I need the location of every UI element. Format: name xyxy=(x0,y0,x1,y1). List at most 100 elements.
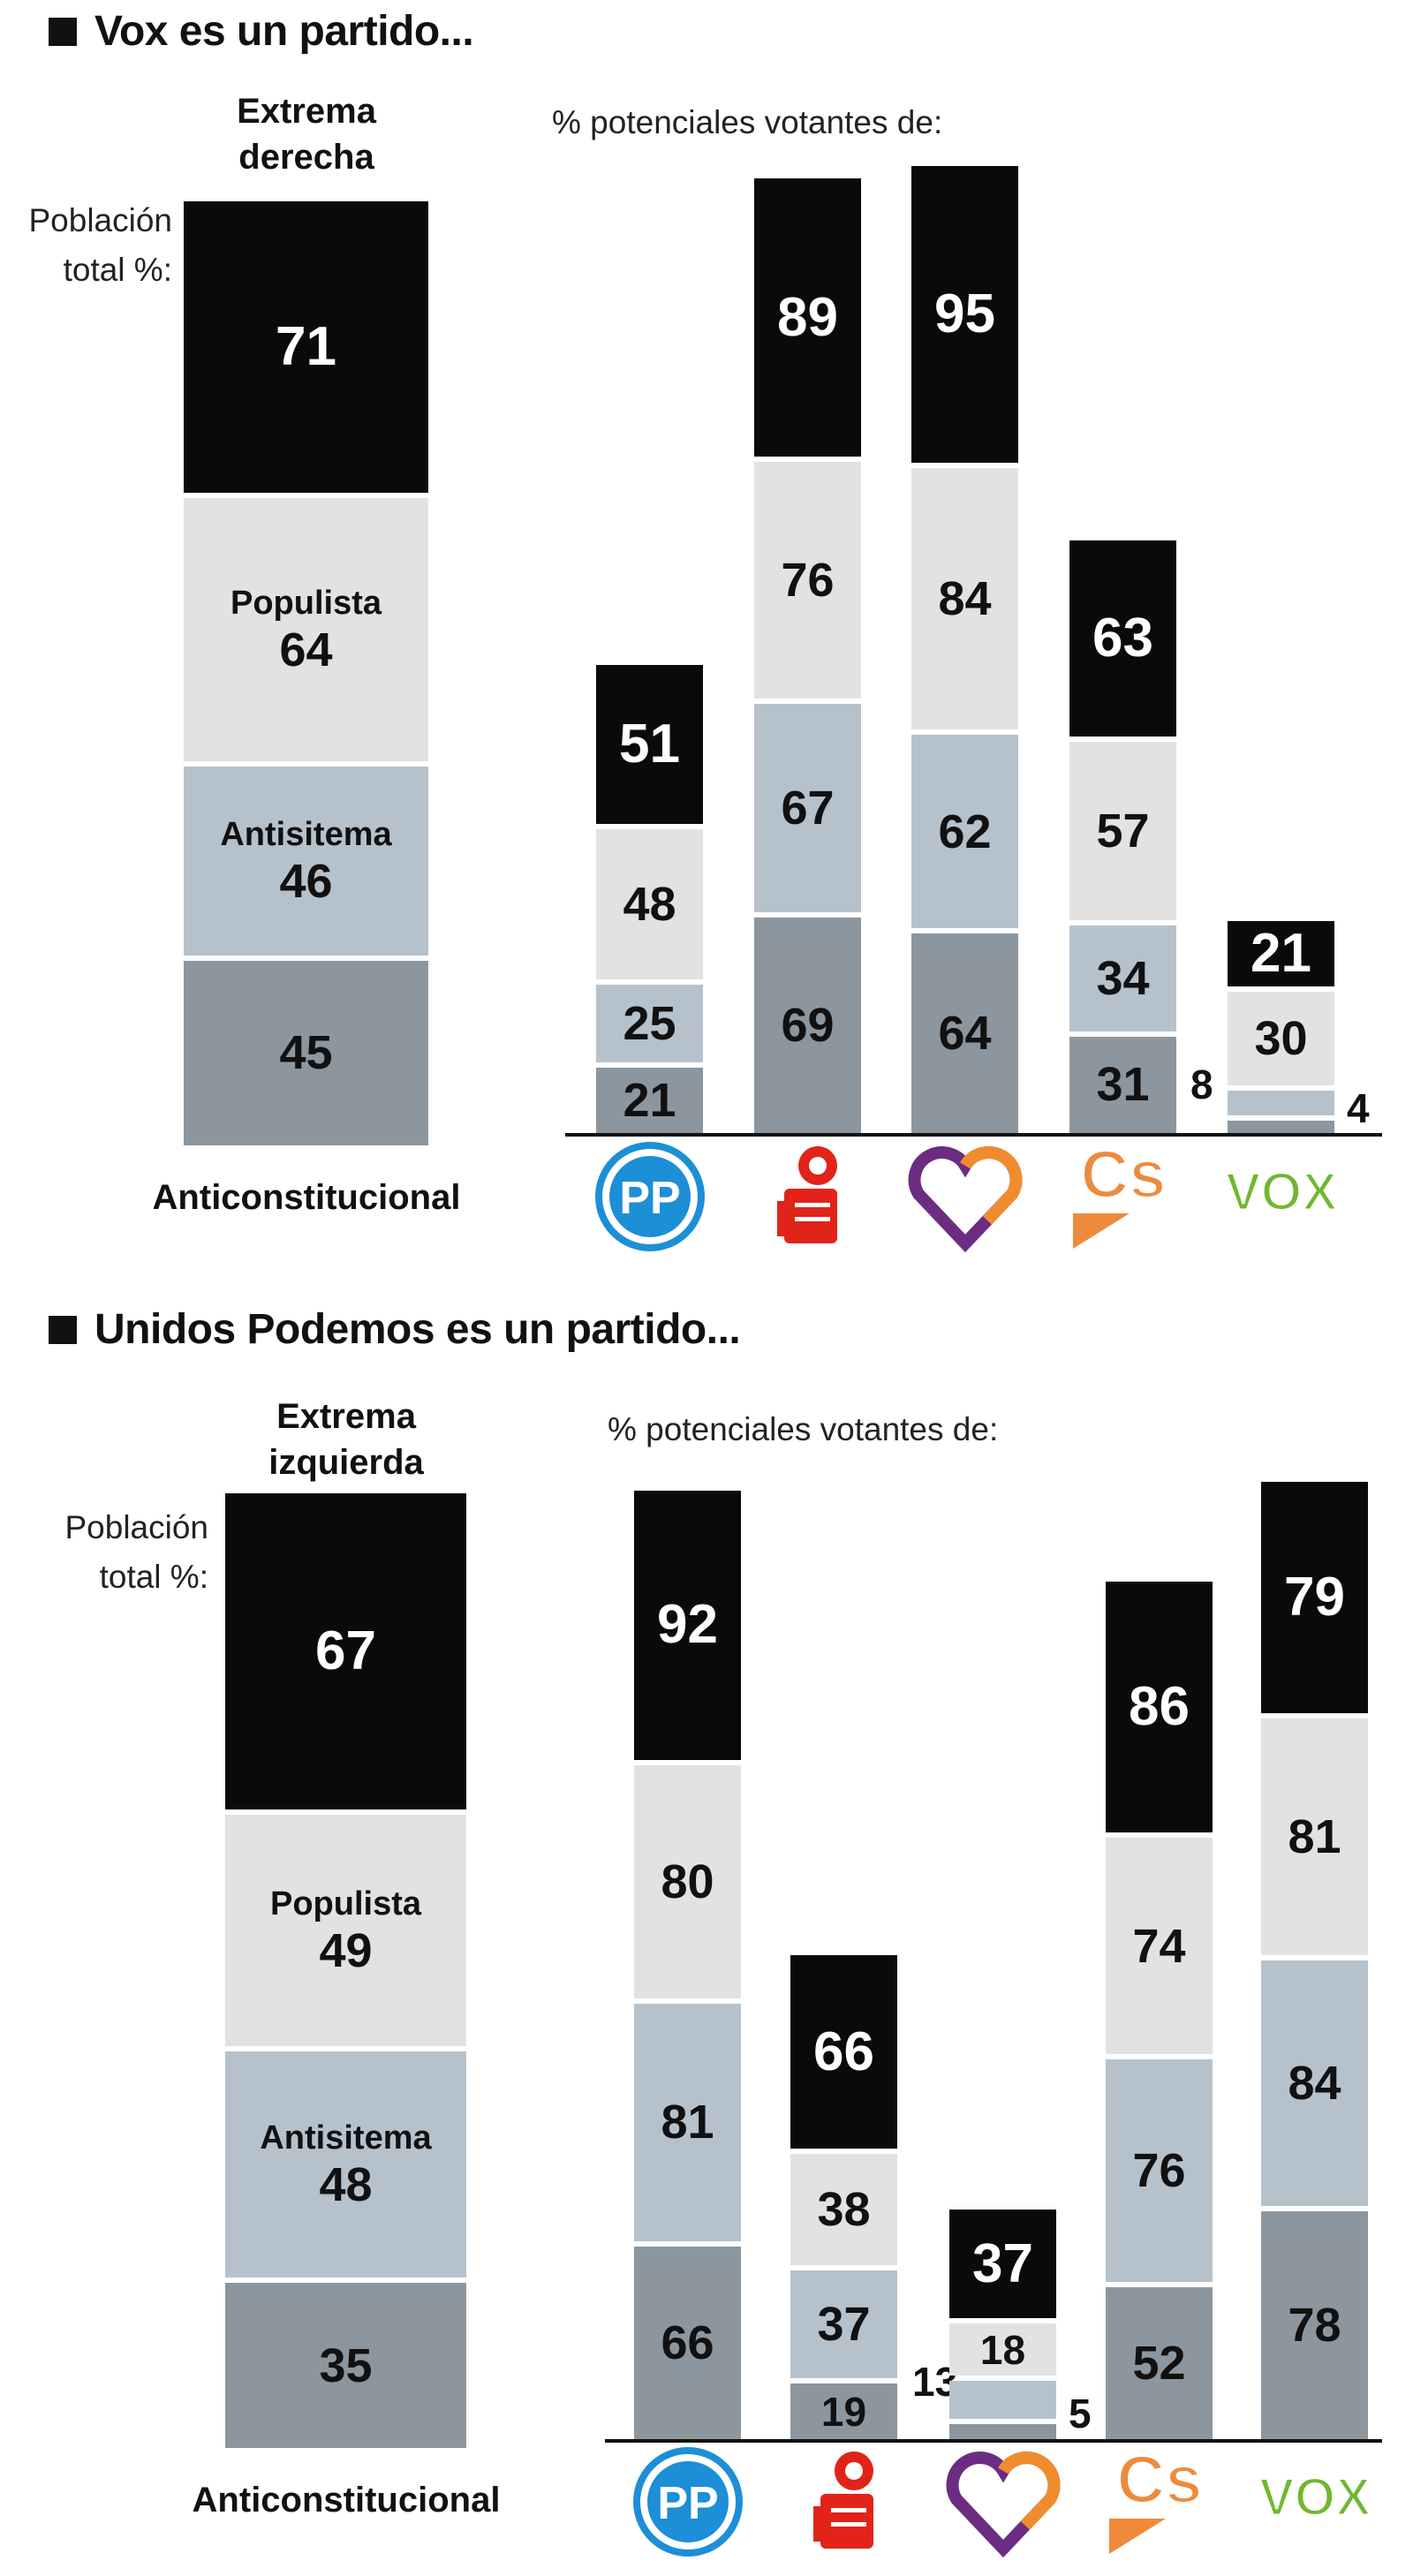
bar-value-Cs-anticonstitucional: 52 xyxy=(1132,2336,1186,2390)
baseline-axis xyxy=(605,2439,1382,2443)
bar-segment-VOX-anticonstitucional xyxy=(1228,1120,1334,1133)
cs-logo-icon: Cs xyxy=(1108,2442,1204,2554)
segment-value-populista: 64 xyxy=(279,623,333,677)
bar-value-outside-VOX-anticonstitucional: 4 xyxy=(1347,1084,1370,1131)
bar-value-PP-extrema: 92 xyxy=(657,1594,718,1656)
bar-segment-PP-populista: 48 xyxy=(596,829,703,979)
bar-segment-Podemos-extrema: 37 xyxy=(949,2210,1056,2318)
bar-segment-PP-antisistema: 81 xyxy=(634,2004,741,2241)
vox-logo-icon: VOX xyxy=(1258,2466,1372,2528)
logo-vox: VOX xyxy=(1249,2444,1381,2559)
bar-value-PP-populista: 48 xyxy=(623,877,676,931)
bar-segment-Podemos-populista: 84 xyxy=(911,467,1018,730)
bar-value-PSOE-extrema: 89 xyxy=(777,286,838,348)
bar-segment-Podemos-populista: 18 xyxy=(949,2323,1056,2376)
parties-label: % potenciales votantes de: xyxy=(552,104,943,140)
logo-podemos xyxy=(899,1139,1031,1254)
bar-value-VOX-anticonstitucional: 78 xyxy=(1288,2298,1341,2352)
bar-value-PSOE-anticonstitucional: 19 xyxy=(820,2388,867,2435)
anticonstitucional-label: Anticonstitucional xyxy=(152,1178,461,1217)
population-header: Extrema derecha xyxy=(237,92,376,177)
bar-segment-PSOE-populista: 38 xyxy=(790,2153,897,2265)
bar-value-PSOE-populista: 76 xyxy=(781,553,835,607)
segment-value-antisistema: 46 xyxy=(279,854,333,908)
bar-value-VOX-antisistema: 84 xyxy=(1288,2056,1341,2110)
baseline-axis xyxy=(565,1133,1382,1137)
bar-value-PSOE-populista: 38 xyxy=(817,2182,871,2236)
bar-segment-VOX-extrema: 79 xyxy=(1261,1482,1368,1713)
chart-title-text: Vox es un partido... xyxy=(94,8,474,55)
bar-value-Podemos-extrema: 37 xyxy=(972,2232,1033,2294)
bar-segment-VOX-populista: 81 xyxy=(1261,1718,1368,1955)
bar-segment-PSOE-anticonstitucional: 19 xyxy=(790,2383,897,2439)
population-segment-antisistema: Antisitema 48 xyxy=(225,2051,466,2278)
bar-value-PSOE-antisistema: 37 xyxy=(817,2297,871,2351)
segment-name-antisistema: Antisitema xyxy=(220,815,392,853)
segment-value-antisistema: 48 xyxy=(319,2157,373,2211)
bar-value-VOX-extrema: 21 xyxy=(1251,922,1311,984)
bar-value-PP-antisistema: 81 xyxy=(661,2096,714,2149)
bar-value-Podemos-extrema: 95 xyxy=(934,283,995,345)
segment-name-antisistema: Antisitema xyxy=(260,2119,432,2157)
title-square-icon xyxy=(49,17,77,46)
psoe-logo-icon xyxy=(812,2451,873,2549)
segment-value-anticonstitucional: 35 xyxy=(319,2338,373,2392)
chart-title: Unidos Podemos es un partido... xyxy=(49,1305,741,1354)
segment-value-anticonstitucional: 45 xyxy=(279,1026,333,1080)
bar-value-PP-anticonstitucional: 66 xyxy=(661,2315,714,2369)
bar-value-Cs-antisistema: 76 xyxy=(1132,2144,1186,2198)
population-segment-populista: Populista 64 xyxy=(184,498,428,761)
svg-text:VOX: VOX xyxy=(1258,2467,1371,2527)
population-label: Población total %: xyxy=(28,202,172,288)
bar-segment-PSOE-anticonstitucional: 69 xyxy=(754,918,861,1133)
bar-value-Podemos-antisistema: 62 xyxy=(938,805,992,858)
population-header: Extrema izquierda xyxy=(268,1397,424,1482)
bar-value-outside-VOX-antisistema: 8 xyxy=(1190,1061,1213,1107)
bar-segment-PP-populista: 80 xyxy=(634,1764,741,1999)
bar-segment-Cs-extrema: 63 xyxy=(1069,540,1176,737)
bar-value-VOX-populista: 30 xyxy=(1254,1011,1308,1065)
bar-value-Cs-extrema: 63 xyxy=(1092,608,1153,669)
bar-value-PSOE-anticonstitucional: 69 xyxy=(781,999,835,1053)
pp-logo-icon: PP xyxy=(632,2447,743,2557)
bar-segment-PSOE-antisistema: 37 xyxy=(790,2270,897,2379)
bar-segment-Podemos-extrema: 95 xyxy=(911,166,1018,463)
segment-value-extrema: 71 xyxy=(276,316,336,378)
bar-value-Podemos-anticonstitucional: 64 xyxy=(938,1007,992,1061)
bar-segment-Cs-anticonstitucional: 31 xyxy=(1069,1036,1176,1133)
population-segment-populista: Populista 49 xyxy=(225,1815,466,2046)
bar-value-PP-extrema: 51 xyxy=(619,714,680,775)
pp-logo-text: PP xyxy=(657,2478,718,2529)
chart-title-text: Unidos Podemos es un partido... xyxy=(94,1306,741,1353)
bar-segment-Cs-antisistema: 76 xyxy=(1106,2059,1213,2282)
bar-value-outside-Podemos-anticonstitucional: 5 xyxy=(1069,2390,1092,2436)
segment-name-populista: Populista xyxy=(230,585,382,623)
bar-value-PP-populista: 80 xyxy=(661,1855,714,1909)
bar-segment-PSOE-extrema: 66 xyxy=(790,1955,897,2149)
logo-cs: Cs xyxy=(1057,1137,1190,1254)
svg-text:Cs: Cs xyxy=(1116,2444,1202,2518)
population-segment-extrema: 71 xyxy=(184,201,428,494)
logo-vox: VOX xyxy=(1215,1139,1348,1254)
bar-segment-PP-extrema: 51 xyxy=(596,665,703,825)
bar-value-PP-antisistema: 25 xyxy=(623,996,676,1050)
bar-segment-Cs-antisistema: 34 xyxy=(1069,925,1176,1031)
population-label: Población total %: xyxy=(64,1509,208,1595)
bar-segment-VOX-antisistema: 84 xyxy=(1261,1960,1368,2206)
bar-segment-Cs-anticonstitucional: 52 xyxy=(1106,2286,1213,2439)
logo-pp: PP xyxy=(622,2444,754,2559)
bar-segment-Cs-extrema: 86 xyxy=(1106,1581,1213,1833)
podemos-logo-icon xyxy=(946,2451,1060,2558)
logo-psoe xyxy=(742,1139,874,1254)
bar-segment-PP-anticonstitucional: 21 xyxy=(596,1067,703,1133)
bar-value-Cs-extrema: 86 xyxy=(1129,1676,1190,1738)
bar-segment-PSOE-populista: 76 xyxy=(754,461,861,699)
bar-segment-PSOE-antisistema: 67 xyxy=(754,703,861,913)
bar-segment-Cs-populista: 74 xyxy=(1106,1838,1213,2055)
bar-value-Podemos-populista: 18 xyxy=(979,2326,1026,2373)
population-segment-anticonstitucional: 35 xyxy=(225,2283,466,2448)
cs-logo-icon: Cs xyxy=(1072,1137,1167,1249)
bar-value-Cs-populista: 57 xyxy=(1096,804,1150,857)
bar-segment-PP-anticonstitucional: 66 xyxy=(634,2246,741,2439)
bar-segment-VOX-extrema: 21 xyxy=(1228,920,1334,986)
